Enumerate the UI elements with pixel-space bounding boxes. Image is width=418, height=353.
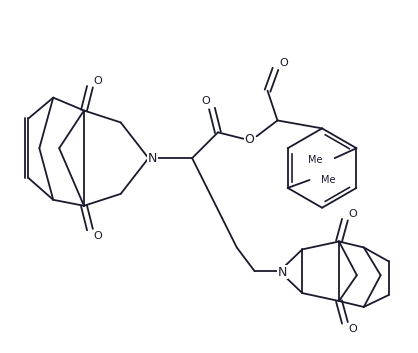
Text: O: O [94, 231, 102, 240]
Text: O: O [245, 133, 255, 146]
Text: N: N [278, 266, 287, 279]
Text: O: O [349, 324, 357, 334]
Text: O: O [349, 209, 357, 219]
Text: O: O [94, 76, 102, 86]
Text: Me: Me [308, 155, 323, 165]
Text: Me: Me [321, 175, 336, 185]
Text: O: O [201, 96, 210, 106]
Text: O: O [279, 58, 288, 68]
Text: N: N [148, 152, 157, 164]
